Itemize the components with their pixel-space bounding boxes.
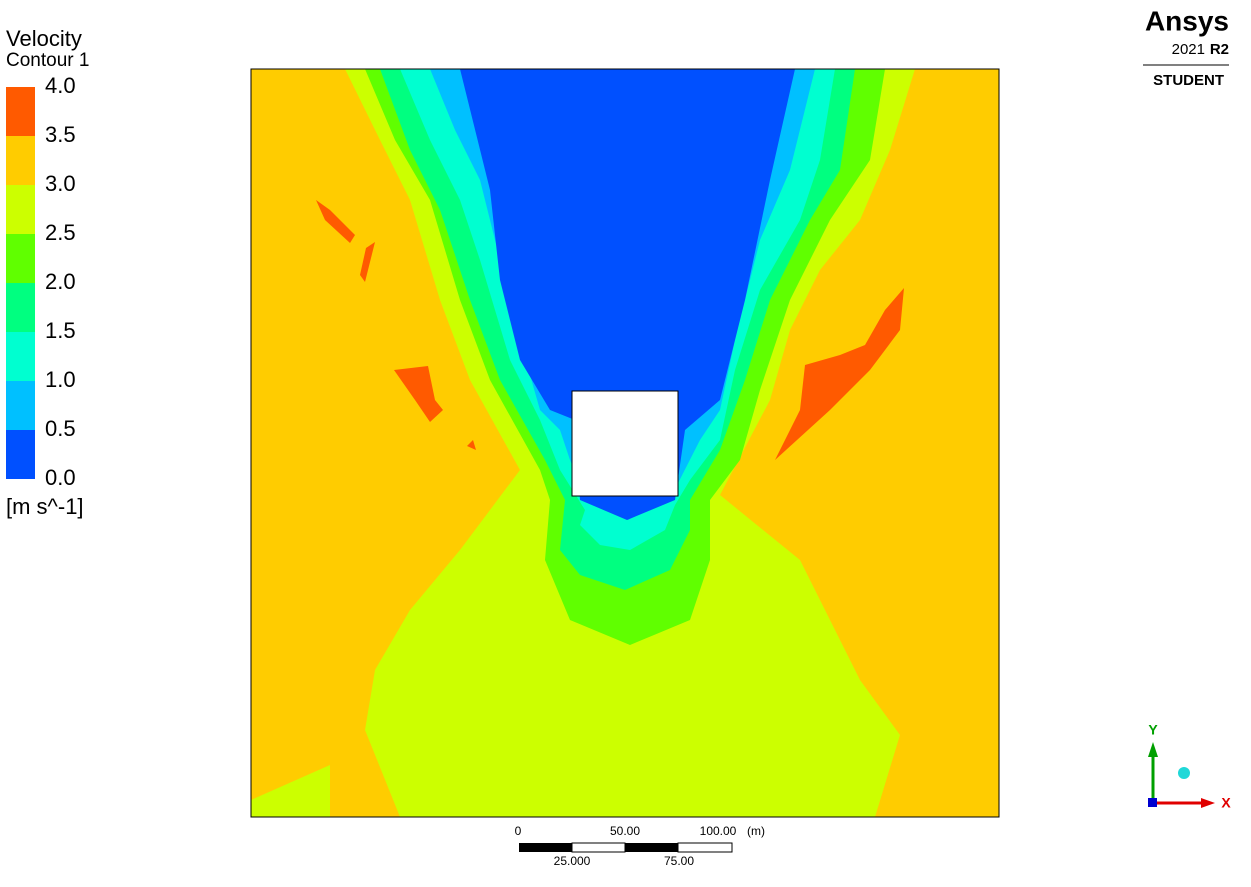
legend-level: 0.0 bbox=[45, 465, 76, 490]
logo-release: R2 bbox=[1210, 41, 1229, 58]
scale-segment bbox=[519, 843, 572, 852]
legend-swatch bbox=[6, 430, 35, 479]
legend-swatch bbox=[6, 332, 35, 381]
scale-label: 0 bbox=[515, 824, 522, 838]
legend-subtitle: Contour 1 bbox=[6, 50, 89, 71]
contour-band bbox=[467, 440, 476, 450]
contour-band bbox=[251, 765, 330, 817]
legend-level: 2.0 bbox=[45, 269, 76, 294]
legend-bar bbox=[6, 87, 35, 479]
legend-title: Velocity bbox=[6, 26, 82, 51]
y-axis-label: Y bbox=[1148, 722, 1158, 738]
logo-brand: Ansys bbox=[1145, 5, 1229, 36]
legend-swatch bbox=[6, 87, 35, 136]
legend-swatch bbox=[6, 136, 35, 185]
logo-version: 2021 bbox=[1172, 41, 1205, 58]
legend-level: 1.5 bbox=[45, 318, 76, 343]
contour-band bbox=[394, 366, 443, 422]
contour-band bbox=[360, 242, 375, 282]
legend-level: 4.0 bbox=[45, 73, 76, 98]
contour-band bbox=[316, 200, 355, 243]
view-sphere bbox=[1178, 767, 1190, 779]
legend-level: 3.5 bbox=[45, 122, 76, 147]
legend-swatch bbox=[6, 234, 35, 283]
scale-segment bbox=[677, 842, 733, 853]
scale-label: 75.00 bbox=[664, 854, 694, 868]
scale-segment bbox=[571, 842, 626, 853]
legend-level: 3.0 bbox=[45, 171, 76, 196]
legend-swatch bbox=[6, 185, 35, 234]
legend-unit: [m s^-1] bbox=[6, 494, 84, 519]
logo-edition: STUDENT bbox=[1153, 72, 1224, 89]
scale-label: 25.000 bbox=[554, 854, 591, 868]
scale-bar bbox=[519, 842, 733, 853]
contour-plot bbox=[250, 68, 1000, 818]
plot-frame bbox=[250, 68, 1000, 818]
legend-swatch bbox=[6, 381, 35, 430]
scale-label: 50.00 bbox=[610, 824, 640, 838]
legend-level: 0.5 bbox=[45, 416, 76, 441]
y-axis-head bbox=[1148, 742, 1158, 757]
scale-unit: (m) bbox=[747, 824, 765, 838]
scale-label: 100.00 bbox=[700, 824, 737, 838]
x-axis-label: X bbox=[1221, 795, 1231, 811]
legend-level: 2.5 bbox=[45, 220, 76, 245]
legend-level: 1.0 bbox=[45, 367, 76, 392]
x-axis-head bbox=[1201, 798, 1215, 808]
z-axis-marker bbox=[1148, 798, 1157, 807]
legend-swatch bbox=[6, 283, 35, 332]
scale-segment bbox=[625, 843, 678, 852]
axis-triad bbox=[1148, 742, 1215, 808]
contour-band bbox=[460, 69, 795, 520]
contour-band bbox=[775, 288, 904, 460]
obstacle bbox=[571, 390, 679, 497]
